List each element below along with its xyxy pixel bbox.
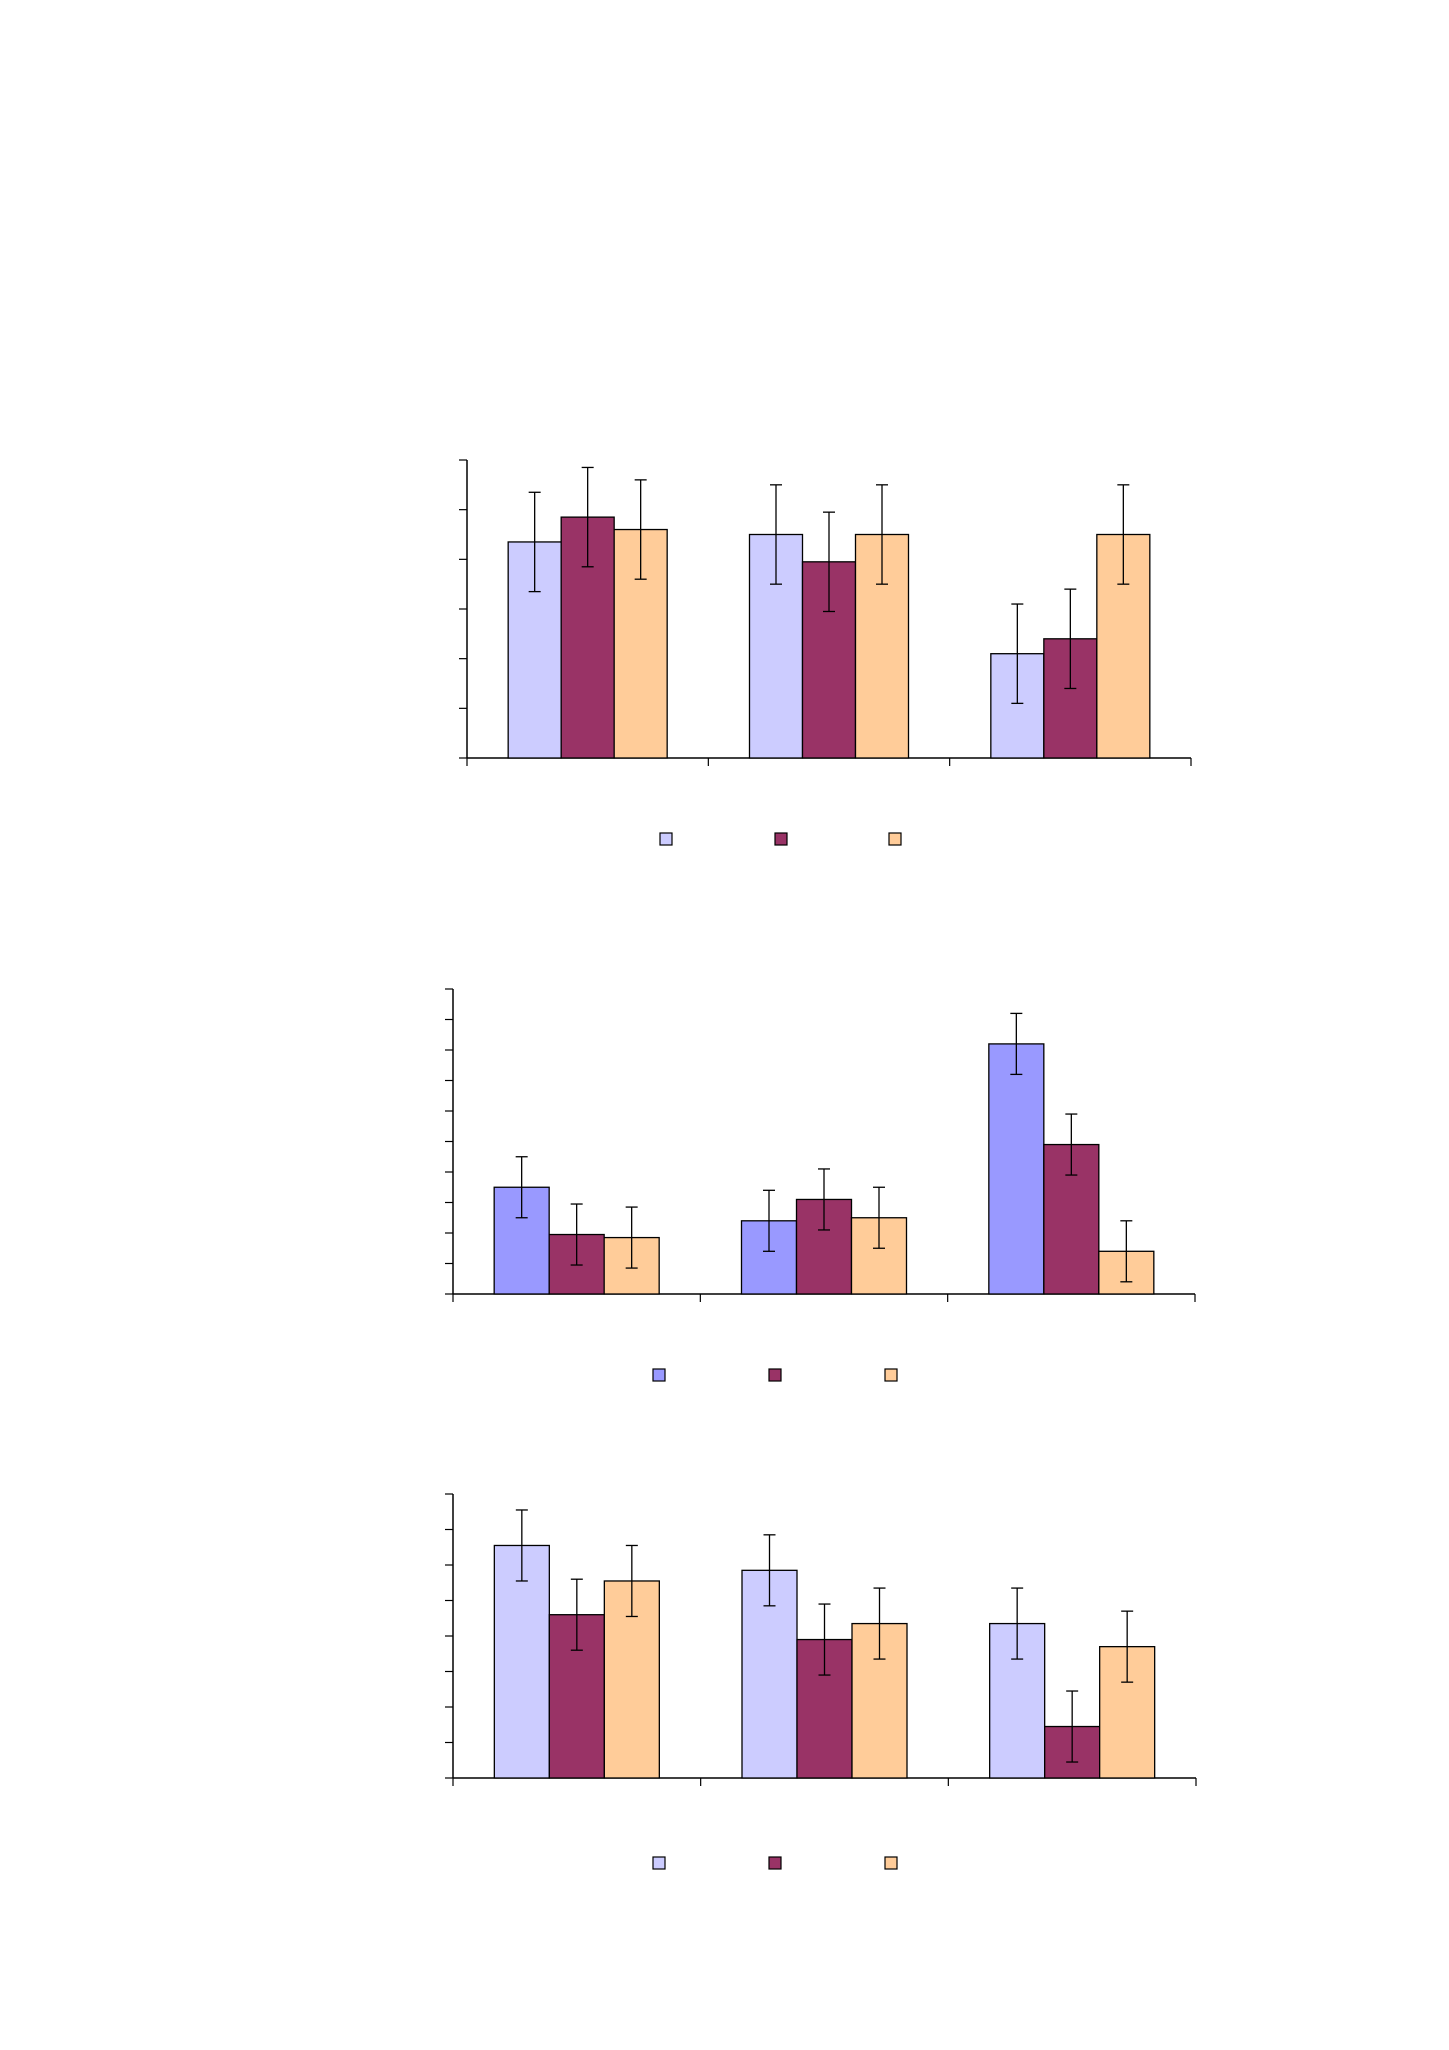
bar-chart-middle xyxy=(445,988,1196,1382)
bar-series-1-category-3 xyxy=(988,1043,1045,1295)
bar-chart-bottom xyxy=(445,1493,1197,1870)
legend-marker-series-2 xyxy=(774,832,788,846)
bar-series-1-category-1 xyxy=(493,1544,550,1779)
legend-marker-series-1 xyxy=(659,832,673,846)
legend-marker-series-3 xyxy=(888,832,902,846)
legend-marker-series-3 xyxy=(884,1856,898,1870)
legend-marker-series-2 xyxy=(768,1368,782,1382)
legend-marker-series-2 xyxy=(768,1856,782,1870)
bar-chart-top xyxy=(459,459,1192,846)
legend-marker-series-1 xyxy=(652,1368,666,1382)
legend-marker-series-1 xyxy=(652,1856,666,1870)
legend-marker-series-3 xyxy=(884,1368,898,1382)
